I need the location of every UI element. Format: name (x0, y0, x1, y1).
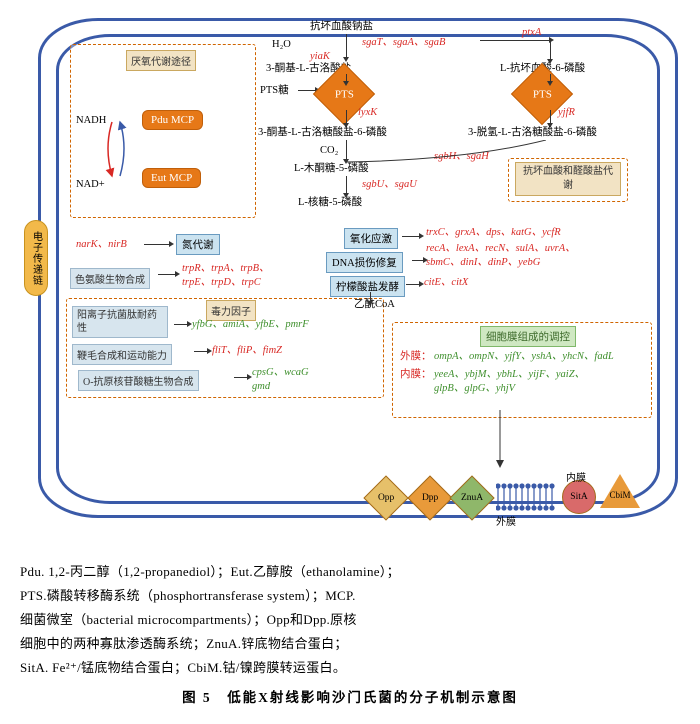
trp-bio-box: 色氨酸生物合成 (70, 268, 150, 289)
outer-mem-tag: 外膜 (496, 516, 516, 530)
cit-g: citE、citX (424, 276, 468, 290)
trp2: trpE、trpD、trpC (182, 276, 261, 290)
fla-genes: fliT、fliP、fimZ (212, 344, 282, 358)
a-oxi (402, 236, 420, 237)
caption-l5: SitA. Fe²⁺/锰底物结合蛋白；CbiM.钴/镍跨膜转运蛋白。 (20, 656, 680, 680)
nar-genes: narK、nirB (76, 238, 127, 252)
oxi-g3: sbmC、dinI、dinP、yebG (426, 256, 540, 270)
mid1: 3-酮基-L-古洛糖酸盐-6-磷酸 (258, 126, 387, 140)
eut-mcp: Eut MCP (142, 168, 201, 188)
figure-caption: Pdu. 1,2-丙二醇（1,2-propanediol）；Eut.乙醇胺（et… (20, 560, 680, 711)
caption-l2: PTS.磷酸转移酶系统（phosphortransferase system）；… (20, 584, 680, 608)
memreg-arrow (440, 410, 560, 470)
ptxa: ptxA (522, 26, 541, 40)
v3 (550, 74, 551, 82)
h2o: H₂O (272, 38, 291, 52)
v1 (346, 34, 347, 58)
a-dna (412, 260, 424, 261)
asc-na: 抗坏血酸钠盐 (310, 20, 373, 34)
a-trp (158, 274, 176, 275)
im-g1: yeeA、ybjM、ybhL、yijF、yaiZ、 (434, 368, 585, 382)
cit-box: 柠檬酸盐发酵 (330, 276, 405, 297)
n-meta-box: 氮代谢 (176, 234, 220, 255)
a-pts1 (298, 90, 316, 91)
cycle-arrows (104, 118, 132, 184)
v4 (346, 110, 347, 124)
caption-l3: 细菌微室（bacterial microcompartments）；Opp和Dp… (20, 608, 680, 632)
electron-chain-label: 电子传递链 (24, 220, 48, 296)
om-genes: ompA、ompN、yjfY、yshA、yhcN、fadL (434, 350, 648, 364)
caption-l4: 细胞中的两种寡肽渗透酶系统；ZnuA.锌底物结合蛋白； (20, 632, 680, 656)
diagram-area: 厌氧代谢途径 NADH NAD+ Pdu MCP Eut MCP 电子传递链 抗… (10, 10, 690, 550)
dna-box: DNA损伤修复 (326, 252, 403, 273)
lyxk: lyxK (358, 106, 377, 120)
co2: CO₂ (320, 144, 338, 158)
oant-g1: cpsG、wcaG (252, 366, 309, 380)
cbim-transporter: CbiM (600, 474, 640, 508)
nadh-label: NADH (76, 114, 106, 128)
v2 (346, 74, 347, 82)
inner-m-label: 内膜： (400, 368, 432, 382)
a-cit (406, 284, 420, 285)
a-amp (174, 324, 188, 325)
mid4: L-核糖-5-磷酸 (298, 196, 362, 210)
flag-box: 鞭毛合成和运动能力 (72, 344, 172, 365)
pts-sugar: PTS糖 (260, 84, 289, 98)
anaerobic-label: 厌氧代谢途径 (126, 50, 196, 71)
caption-l1: Pdu. 1,2-丙二醇（1,2-propanediol）；Eut.乙醇胺（et… (20, 560, 680, 584)
mid3: L-木酮糖-5-磷酸 (294, 162, 369, 176)
pdu-mcp: Pdu MCP (142, 110, 203, 130)
outer-m-label: 外膜： (400, 350, 432, 364)
inner-mem-tag: 内膜 (566, 472, 586, 486)
oxi-g1: trxC、grxA、dps、katG、ycfR (426, 226, 561, 240)
v-ptxa (550, 40, 551, 60)
oant-box: O-抗原核苷酸糖生物合成 (78, 370, 199, 391)
a-flag (194, 351, 208, 352)
v-acet (370, 292, 371, 302)
figure-page: 厌氧代谢途径 NADH NAD+ Pdu MCP Eut MCP 电子传递链 抗… (0, 0, 700, 724)
acetyl: 乙酰CoA (354, 298, 395, 312)
membrane-icon (496, 482, 556, 508)
trp1: trpR、trpA、trpB、 (182, 262, 270, 276)
amp-box: 阳离子抗菌肽耐药性 (72, 306, 168, 338)
im-g2: glpB、glpG、yhjV (434, 382, 515, 396)
figure-title: 图 5 低能X射线影响沙门氏菌的分子机制示意图 (20, 686, 680, 711)
sgbu: sgbU、sgaU (362, 178, 417, 192)
nad-label: NAD+ (76, 178, 105, 192)
memreg-label: 细胞膜组成的调控 (480, 326, 576, 347)
oxi-g2: recA、lexA、recN、sulA、uvrA、 (426, 242, 576, 256)
oxi-box: 氧化应激 (344, 228, 398, 249)
mid2: 3-脱氢-L-古洛糖酸盐-6-磷酸 (468, 126, 597, 140)
genes1: sgaT、sgaA、sgaB (362, 36, 445, 50)
a-oant (234, 377, 248, 378)
asc-meta-label: 抗坏血酸和醛酸盐代谢 (515, 162, 621, 196)
v5 (550, 110, 551, 124)
yjfr: yjfR (558, 106, 575, 120)
oant-g2: gmd (252, 380, 270, 394)
amp-genes: yfbG、amiA、yfbE、pmrF (192, 318, 309, 332)
v7 (346, 176, 347, 194)
a-nar (144, 244, 170, 245)
